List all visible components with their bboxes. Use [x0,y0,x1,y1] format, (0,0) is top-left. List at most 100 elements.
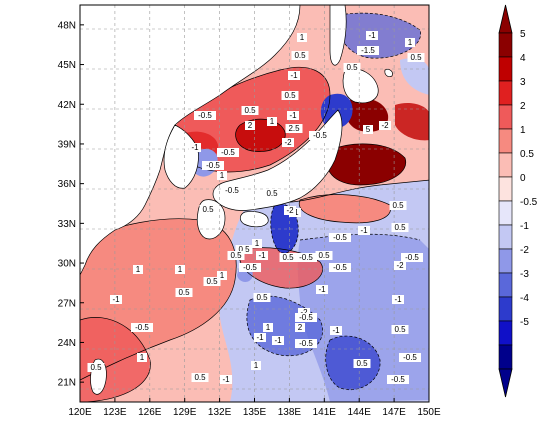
lat-tick-label: 24N [58,338,76,349]
contour-label-bg [330,326,342,335]
contour-label-text: 0.5 [410,53,422,62]
contour-label-bg [221,186,243,195]
contour-label-text: -1 [332,326,340,335]
colorbar-segment [498,80,513,106]
contour-label: -2 [298,308,310,317]
colorbar-label: -2 [520,245,529,256]
contour-label-bg [272,336,284,345]
contour-label: 0.5 [199,205,217,214]
contour-label: 5 [363,125,373,134]
contour-label-text: 0.5 [318,251,330,260]
contour-label-text: 0.5 [394,325,406,334]
contour-label-bg [285,124,303,133]
contour-label: -1 [220,375,232,384]
contour-label-text: -0.5 [405,253,419,262]
colorbar-segment [498,32,513,58]
colorbar-segment [498,344,513,370]
contour-label: 0.5 [227,251,245,260]
contour-label-bg [252,239,262,248]
contour-label: 0.5 [263,189,281,198]
contour-label-text: -2 [300,308,308,317]
contour-label-bg [235,245,253,254]
contour-label: 1 [263,323,273,332]
contour-label-bg [399,353,421,362]
contour-label-text: 0.5 [284,91,296,100]
contour-label-bg [175,288,193,297]
contour-label: 1 [251,361,261,370]
colorbar-segment [498,176,513,202]
contour-label-text: -1 [191,143,199,152]
lat-tick-label: 36N [58,179,76,190]
contour-label-text: -1 [318,285,326,294]
contour-label-bg [217,271,227,280]
contour-label-text: -1 [222,375,230,384]
contour-label-bg [295,339,317,348]
lon-tick-label: 120E [68,407,92,418]
contour-label-text: -2 [381,121,389,130]
contour-label: 0.5 [191,373,209,382]
contour-label: -2 [284,206,296,215]
land-hokkaido [342,68,379,104]
colorbar-segment [498,128,513,154]
contour-label-bg [329,233,351,242]
contour-label: 0.5 [235,245,253,254]
lon-tick-label: 147E [382,407,406,418]
contour-label-bg [263,323,273,332]
contour-label-bg [131,323,153,332]
contour-label: 0.5 [279,253,297,262]
contour-label-text: 5 [366,125,371,134]
contour-label: 0.5 [175,288,193,297]
contour-label: 0.5 [203,277,221,286]
contour-label-text: 1 [220,171,225,180]
contour-label: -0.5 [295,339,317,348]
contour-label-text: 0.5 [392,201,404,210]
contour-label-text: 2 [248,121,253,130]
contour-label: -0.5 [401,253,423,262]
contour-label-text: -1 [394,295,402,304]
contour-label: -2 [379,121,391,130]
contour-label: -0.5 [329,263,351,272]
contour-label-bg [194,111,216,120]
contour-label: -0.5 [131,323,153,332]
contour-label-text: 0.5 [346,63,358,72]
contour-label-text: 0.5 [202,205,214,214]
contour-label: 1 [137,353,147,362]
colorbar-label: 0 [520,173,526,184]
contour-label-bg [251,361,261,370]
contour-label: 1 [252,239,262,248]
contour-label-bg [220,375,232,384]
contour-label-bg [391,223,409,232]
contour-label-text: 1 [220,271,225,280]
contour-label: -0.5 [399,353,421,362]
contour-label-text: 1 [300,33,305,42]
land-sakhalin [329,5,347,66]
contour-label-text: -0.5 [221,148,235,157]
contour-label: -1 [366,31,378,40]
contour-label: -2 [282,138,294,147]
lon-axis: 120E 123E 126E 129E 132E 135E 138E 141E 144E 147E… [68,398,441,418]
colorbar-segment [498,200,513,226]
contour-label-text: 0.5 [256,293,268,302]
field-negative-kuril [400,58,429,95]
contour-label-bg [227,251,245,260]
contour-label: -0.5 [194,111,216,120]
colorbar-label: 3 [520,77,526,88]
field-positive-east-japan [326,143,406,185]
contour-label-bg [217,148,239,157]
contour-label-bg [379,121,391,130]
contour-label: 1 [267,117,277,126]
contour-label-text: -0.5 [206,161,220,170]
contour-label: 1 [297,33,307,42]
contour-label-bg [357,46,379,55]
contour-label-bg [254,333,266,342]
contour-label: -1 [256,251,268,260]
contour-label: 0.5 [353,359,371,368]
contour-label-text: 1 [270,117,275,126]
contour-label-bg [315,251,333,260]
contour-label-bg [391,325,409,334]
contour-label-text: 0.5 [194,373,206,382]
field-negative-south-2 [325,336,381,390]
contour-label: -0.5 [309,131,331,140]
contour-label: -2 [394,261,406,270]
